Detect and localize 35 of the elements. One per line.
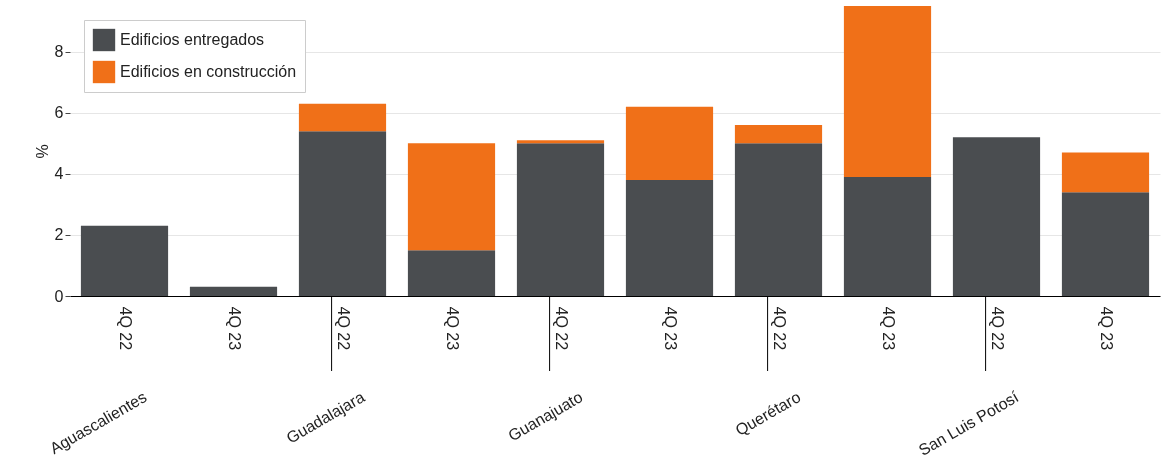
bar	[625, 106, 714, 180]
bar	[734, 125, 823, 144]
bar	[625, 180, 714, 296]
bar	[1061, 192, 1150, 296]
x-tick-label: 4Q 22	[988, 306, 1006, 351]
bar	[298, 103, 387, 132]
bar	[734, 143, 823, 296]
bar	[1061, 152, 1150, 193]
x-tick-label: 4Q 22	[770, 306, 788, 351]
bar	[407, 143, 496, 251]
x-tick-label: 4Q 22	[552, 306, 570, 351]
x-tick-label: 4Q 23	[225, 306, 243, 351]
y-axis-title: %	[33, 144, 51, 159]
legend-label: Edificios en construcción	[120, 63, 297, 80]
x-tick-label: 4Q 23	[1097, 306, 1115, 351]
bar	[843, 6, 932, 177]
y-tick-label: 4	[54, 165, 64, 183]
y-tick-label: 2	[54, 226, 64, 244]
x-tick-label: 4Q 22	[334, 306, 352, 351]
x-tick-label: 4Q 23	[661, 306, 679, 351]
x-tick-label: 4Q 23	[443, 306, 461, 351]
bar	[516, 143, 605, 296]
y-tick-label: 6	[54, 104, 64, 122]
x-tick-label: 4Q 22	[116, 306, 134, 351]
y-tick-label: 8	[54, 43, 64, 61]
bar	[80, 225, 169, 296]
legend-label: Edificios entregados	[120, 31, 265, 48]
x-tick-label: 4Q 23	[879, 306, 897, 351]
bar	[189, 286, 278, 296]
y-tick-label: 0	[54, 287, 64, 305]
bar	[843, 176, 932, 296]
bar	[952, 137, 1041, 296]
bar	[298, 131, 387, 296]
bar	[516, 140, 605, 144]
bar	[407, 250, 496, 296]
